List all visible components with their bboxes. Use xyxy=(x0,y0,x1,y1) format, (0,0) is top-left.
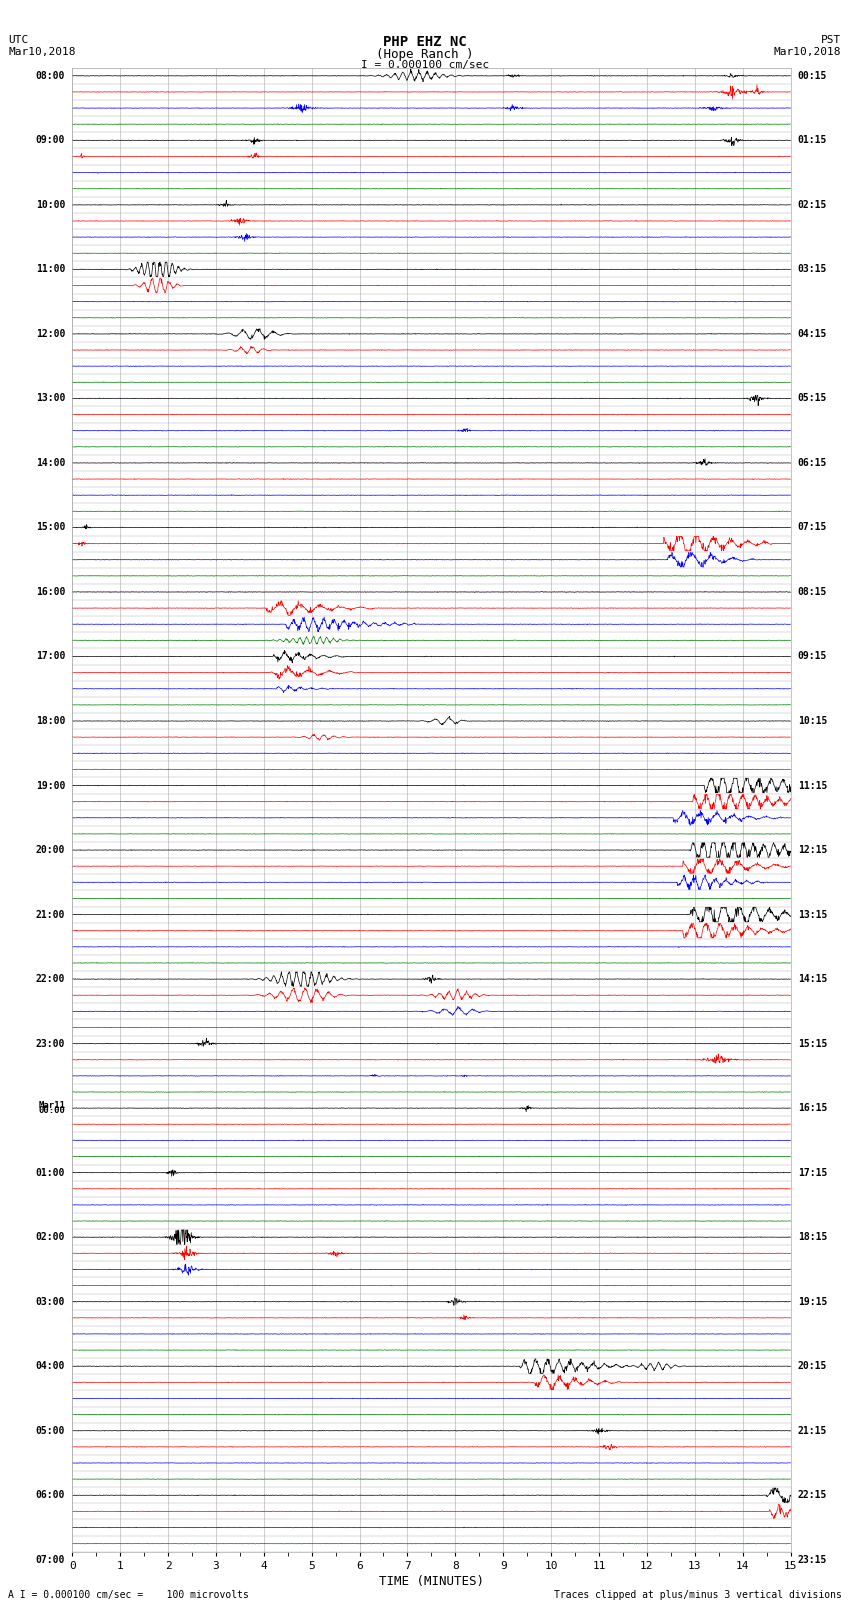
Text: (Hope Ranch ): (Hope Ranch ) xyxy=(377,48,473,61)
Text: 20:00: 20:00 xyxy=(36,845,65,855)
Text: PST: PST xyxy=(821,35,842,45)
Text: 09:00: 09:00 xyxy=(36,135,65,145)
Text: 16:15: 16:15 xyxy=(797,1103,827,1113)
Text: PHP EHZ NC: PHP EHZ NC xyxy=(383,35,467,50)
Text: 10:00: 10:00 xyxy=(36,200,65,210)
Text: 03:00: 03:00 xyxy=(36,1297,65,1307)
Text: 06:00: 06:00 xyxy=(36,1490,65,1500)
Text: UTC: UTC xyxy=(8,35,29,45)
Text: 19:00: 19:00 xyxy=(36,781,65,790)
Text: 17:00: 17:00 xyxy=(36,652,65,661)
Text: A I = 0.000100 cm/sec =    100 microvolts: A I = 0.000100 cm/sec = 100 microvolts xyxy=(8,1590,249,1600)
Text: 22:15: 22:15 xyxy=(797,1490,827,1500)
Text: 15:15: 15:15 xyxy=(797,1039,827,1048)
X-axis label: TIME (MINUTES): TIME (MINUTES) xyxy=(379,1574,484,1587)
Text: 09:15: 09:15 xyxy=(797,652,827,661)
Text: 18:15: 18:15 xyxy=(797,1232,827,1242)
Text: Traces clipped at plus/minus 3 vertical divisions: Traces clipped at plus/minus 3 vertical … xyxy=(553,1590,842,1600)
Text: 11:15: 11:15 xyxy=(797,781,827,790)
Text: 17:15: 17:15 xyxy=(797,1168,827,1177)
Text: 12:00: 12:00 xyxy=(36,329,65,339)
Text: 10:15: 10:15 xyxy=(797,716,827,726)
Text: 00:15: 00:15 xyxy=(797,71,827,81)
Text: 07:15: 07:15 xyxy=(797,523,827,532)
Text: 06:15: 06:15 xyxy=(797,458,827,468)
Text: 12:15: 12:15 xyxy=(797,845,827,855)
Text: 01:15: 01:15 xyxy=(797,135,827,145)
Text: 08:00: 08:00 xyxy=(36,71,65,81)
Text: 22:00: 22:00 xyxy=(36,974,65,984)
Text: 05:15: 05:15 xyxy=(797,394,827,403)
Text: 21:15: 21:15 xyxy=(797,1426,827,1436)
Text: 07:00: 07:00 xyxy=(36,1555,65,1565)
Text: 14:00: 14:00 xyxy=(36,458,65,468)
Text: 18:00: 18:00 xyxy=(36,716,65,726)
Text: Mar11: Mar11 xyxy=(38,1102,65,1110)
Text: 03:15: 03:15 xyxy=(797,265,827,274)
Text: Mar10,2018: Mar10,2018 xyxy=(8,47,76,56)
Text: 00:00: 00:00 xyxy=(38,1107,65,1115)
Text: 15:00: 15:00 xyxy=(36,523,65,532)
Text: 01:00: 01:00 xyxy=(36,1168,65,1177)
Text: 23:15: 23:15 xyxy=(797,1555,827,1565)
Text: 02:00: 02:00 xyxy=(36,1232,65,1242)
Text: 04:15: 04:15 xyxy=(797,329,827,339)
Text: 02:15: 02:15 xyxy=(797,200,827,210)
Text: 13:00: 13:00 xyxy=(36,394,65,403)
Text: 04:00: 04:00 xyxy=(36,1361,65,1371)
Text: 11:00: 11:00 xyxy=(36,265,65,274)
Text: 21:00: 21:00 xyxy=(36,910,65,919)
Text: 19:15: 19:15 xyxy=(797,1297,827,1307)
Text: 05:00: 05:00 xyxy=(36,1426,65,1436)
Text: 08:15: 08:15 xyxy=(797,587,827,597)
Text: 14:15: 14:15 xyxy=(797,974,827,984)
Text: 13:15: 13:15 xyxy=(797,910,827,919)
Text: I = 0.000100 cm/sec: I = 0.000100 cm/sec xyxy=(361,60,489,69)
Text: 20:15: 20:15 xyxy=(797,1361,827,1371)
Text: 16:00: 16:00 xyxy=(36,587,65,597)
Text: Mar10,2018: Mar10,2018 xyxy=(774,47,842,56)
Text: 23:00: 23:00 xyxy=(36,1039,65,1048)
